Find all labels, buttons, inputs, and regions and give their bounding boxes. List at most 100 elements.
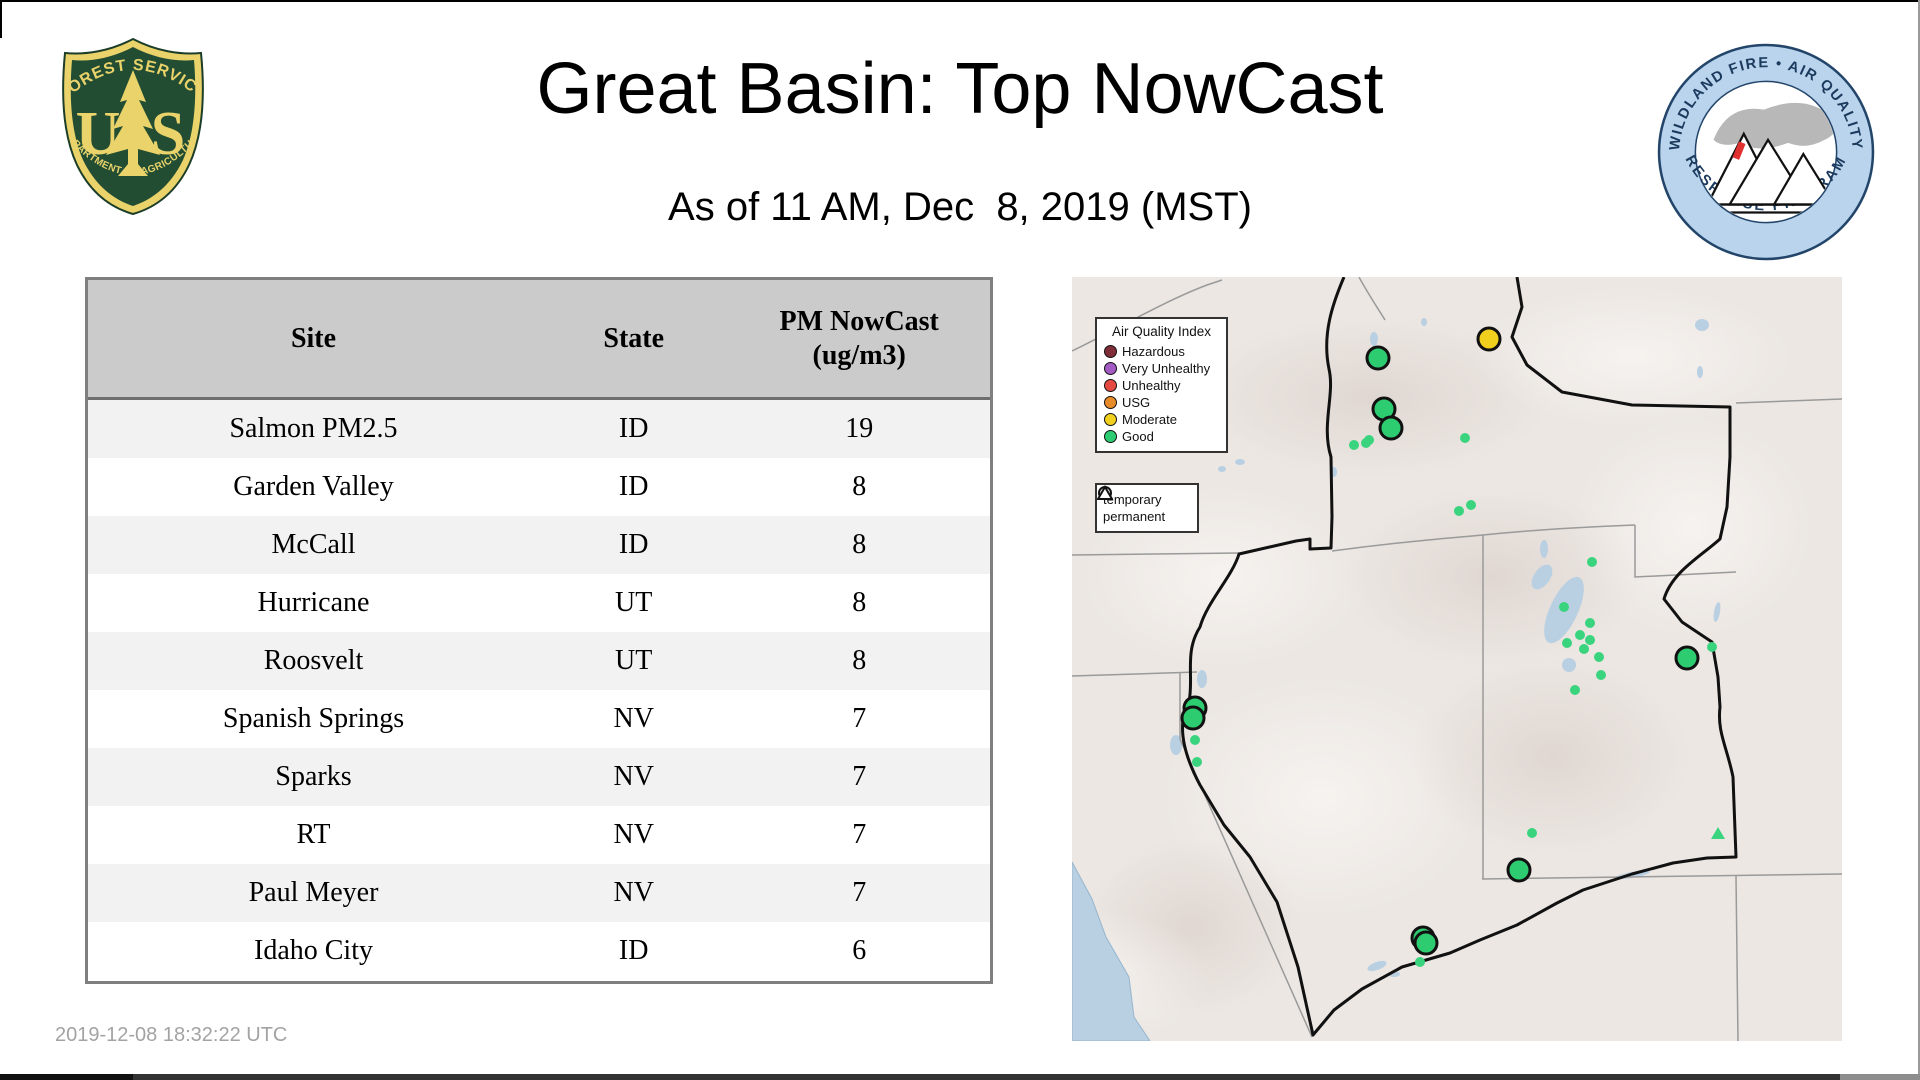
column-header-state: State	[603, 322, 665, 354]
page-title: Great Basin: Top NowCast	[536, 49, 1384, 129]
table-row: McCall ID 8	[88, 516, 990, 574]
table-row: Roosvelt UT 8	[88, 632, 990, 690]
boundary-main	[1181, 277, 1738, 1037]
table-row: Sparks NV 7	[88, 748, 990, 806]
monitor-dot-good	[1585, 618, 1595, 628]
monitor-dot-good	[1575, 630, 1585, 640]
table-row: Idaho City ID 6	[88, 922, 990, 980]
monitor-circles	[1180, 326, 1700, 956]
monitor-dot-good	[1192, 757, 1202, 767]
window-edge-right	[1918, 0, 1920, 1080]
aqi-legend-item: USG	[1104, 395, 1219, 410]
cell-state: ID	[618, 471, 649, 502]
monitor-dot-good	[1466, 500, 1476, 510]
monitor-dot-good	[1415, 957, 1425, 967]
forest-service-logo: FOREST SERVICE U S DEPARTMENT OF AGRICUL…	[58, 36, 204, 216]
cell-state: UT	[615, 645, 653, 676]
monitor-dot-good	[1570, 685, 1580, 695]
aqi-swatch-icon	[1104, 396, 1117, 409]
monitor-circle-good	[1506, 857, 1532, 883]
wfaqrp-logo: WILDLAND FIRE • AIR QUALITY RESPONSE PRO…	[1657, 43, 1875, 261]
window-edge-bottom	[0, 1074, 1840, 1080]
cell-state: ID	[618, 529, 649, 560]
monitor-circle-moderate	[1476, 326, 1502, 352]
page-subtitle: As of 11 AM, Dec 8, 2019 (MST)	[668, 185, 1252, 229]
monitor-dot-good	[1190, 735, 1200, 745]
cell-site: RT	[296, 819, 331, 850]
monitor-dot-good	[1460, 433, 1470, 443]
monitor-dot-good	[1707, 642, 1717, 652]
monitor-dot-good	[1594, 652, 1604, 662]
cell-state: NV	[613, 703, 654, 734]
table-body: Salmon PM2.5 ID 19 Garden Valley ID 8 McCall ID…	[88, 400, 990, 980]
cell-site: Spanish Springs	[222, 703, 405, 734]
table-row: Salmon PM2.5 ID 19	[88, 400, 990, 458]
cell-pm: 7	[852, 761, 867, 792]
legend-temporary-row: temporary	[1098, 486, 1191, 508]
aqi-legend-items: Hazardous Very Unhealthy Unhealthy USG Moder…	[1104, 344, 1219, 444]
cell-pm: 8	[852, 645, 867, 676]
utah-wyoming-border	[1634, 525, 1737, 578]
aqi-swatch-icon	[1104, 362, 1117, 375]
cell-site: Idaho City	[254, 935, 373, 966]
aqi-legend-item: Very Unhealthy	[1104, 361, 1219, 376]
cell-site: Hurricane	[257, 587, 370, 618]
pacific-ocean	[1072, 861, 1151, 1041]
flame-mark	[1732, 141, 1746, 160]
monitor-dot-good	[1559, 602, 1569, 612]
cell-state: NV	[613, 761, 654, 792]
site-type-legend: temporary permanent	[1095, 483, 1199, 533]
aqi-legend-item: Moderate	[1104, 412, 1219, 427]
cell-state: UT	[615, 587, 653, 618]
permanent-monitor-triangles	[1711, 827, 1725, 839]
monitor-circle-good	[1674, 645, 1700, 671]
column-header-site: Site	[290, 322, 337, 354]
aqi-legend-title: Air Quality Index	[1111, 324, 1212, 339]
generated-timestamp: 2019-12-08 18:32:22 UTC	[55, 1024, 288, 1046]
map-canvas	[1072, 277, 1842, 1041]
table-row: RT NV 7	[88, 806, 990, 864]
column-header-pm: PM NowCast (ug/m3)	[779, 306, 939, 371]
pine-tree-icon	[106, 70, 160, 176]
aqi-swatch-icon	[1104, 430, 1117, 443]
cell-site: Garden Valley	[233, 471, 394, 502]
monitor-circle-good	[1365, 345, 1391, 371]
monitor-circle-good	[1180, 705, 1206, 731]
great-basin-boundary	[1181, 277, 1738, 1037]
cell-pm: 7	[852, 877, 867, 908]
monitor-dot-good	[1364, 435, 1374, 445]
utah-arizona-border	[1481, 873, 1842, 880]
great-basin-map: Air Quality Index Hazardous Very Unhealth…	[1072, 277, 1842, 1041]
cell-pm: 7	[852, 819, 867, 850]
cell-pm: 7	[852, 703, 867, 734]
cell-site: McCall	[271, 529, 356, 560]
aqi-legend-label: USG	[1122, 395, 1151, 410]
pyramid-lake	[1197, 670, 1207, 688]
monitor-dot-good	[1585, 635, 1595, 645]
state-borders-thin	[1072, 277, 1842, 1041]
cell-site: Sparks	[275, 761, 352, 792]
cell-site: Salmon PM2.5	[229, 413, 398, 444]
monitor-dot-good	[1579, 644, 1589, 654]
lake-mead	[1367, 960, 1387, 972]
aqi-legend-label: Hazardous	[1122, 344, 1185, 359]
table-row: Paul Meyer NV 7	[88, 864, 990, 922]
aqi-swatch-icon	[1104, 413, 1117, 426]
cell-pm: 8	[852, 529, 867, 560]
permanent-triangle-icon	[1097, 485, 1113, 500]
legend-temporary-label: temporary	[1103, 492, 1162, 507]
nowcast-table: Site State PM NowCast (ug/m3) Salmon PM2…	[85, 277, 993, 984]
aqi-legend-item: Hazardous	[1104, 344, 1219, 359]
cell-state: ID	[618, 413, 649, 444]
cell-pm: 19	[845, 413, 874, 444]
cell-pm: 6	[852, 935, 867, 966]
cell-state: NV	[613, 819, 654, 850]
cell-state: NV	[613, 877, 654, 908]
aqi-legend-item: Good	[1104, 429, 1219, 444]
monitor-dot-good	[1562, 638, 1572, 648]
monitor-dot-good	[1587, 557, 1597, 567]
table-row: Garden Valley ID 8	[88, 458, 990, 516]
aqi-swatch-icon	[1104, 345, 1117, 358]
permanent-monitor-triangle	[1711, 827, 1725, 839]
legend-permanent-row: permanent	[1097, 485, 1191, 525]
